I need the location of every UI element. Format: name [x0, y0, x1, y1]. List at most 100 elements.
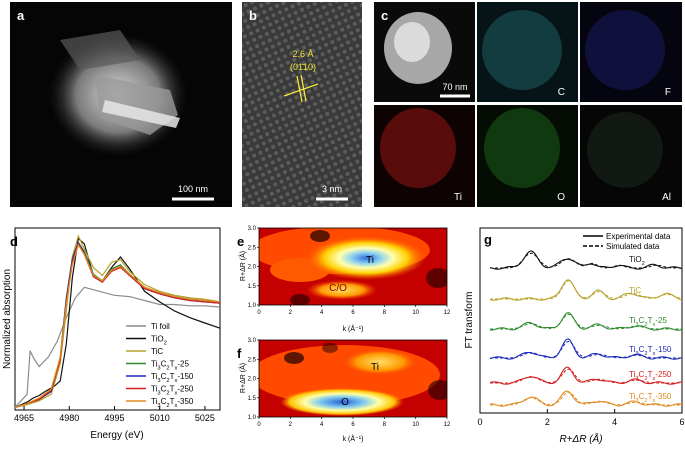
lattice-spacing-label: 2.6 Å [292, 49, 313, 59]
legend-label: Ti3C2Tx-350 [151, 397, 194, 409]
y-tick-label: 1.0 [248, 303, 257, 309]
hrtem-image-b [242, 2, 362, 207]
simulated-line [490, 340, 682, 359]
y-tick-label: 1.0 [248, 415, 257, 421]
legend-label: Ti3C2Tx-25 [151, 360, 189, 372]
y-tick-label: 2.0 [248, 377, 257, 383]
experimental-line [489, 366, 683, 385]
x-tick-label: 8 [383, 310, 387, 316]
x-axis-label: Energy (eV) [90, 430, 143, 441]
x-tick-label: 8 [383, 422, 387, 428]
eds-label-o: O [557, 192, 565, 203]
curve-label: TiO2 [629, 255, 645, 267]
x-tick-label: 2 [289, 422, 293, 428]
x-tick-label: 10 [412, 422, 419, 428]
legend-label: Ti foil [151, 322, 170, 331]
plot-frame [479, 227, 683, 414]
maximum-label-ti: Ti [366, 255, 374, 266]
scale-bar-label: 70 nm [442, 82, 467, 92]
panel-a: a 100 nm [10, 2, 232, 207]
maximum-label-o: O [341, 397, 349, 408]
heatmap-min-spot [310, 230, 330, 242]
heatmap-min-spot [290, 294, 310, 305]
experimental-line [489, 279, 683, 301]
panel-letter-g: g [484, 232, 492, 247]
legend-label-simulated: Simulated data [606, 242, 660, 251]
x-tick-label: 4 [320, 422, 324, 428]
x-tick-label: 12 [444, 310, 451, 316]
x-tick-label: 6 [351, 422, 355, 428]
x-tick-label: 5025 [195, 413, 215, 423]
x-tick-label: 2 [289, 310, 293, 316]
heatmap-min-spot [426, 268, 447, 288]
eds-label-al: Al [662, 192, 671, 203]
maximum-label-ti: Ti [371, 362, 379, 373]
eds-label-f: F [665, 87, 671, 98]
series-line [14, 237, 221, 408]
flake-edge-shape [102, 100, 180, 128]
heatmap-min-spot [322, 343, 338, 353]
x-tick-label: 6 [679, 417, 684, 427]
x-tick-label: 0 [257, 422, 261, 428]
x-tick-label: 4 [612, 417, 617, 427]
legend-label: Ti3C2Tx-250 [151, 385, 194, 397]
legend-label-experimental: Experimental data [606, 232, 671, 241]
simulated-line [490, 313, 682, 330]
panel-letter-c: c [381, 8, 388, 23]
lattice-marker-line [296, 75, 303, 103]
panel-b: b 2.6 Å (01̄10) 3 nm [242, 2, 362, 207]
heatmap-contour [306, 280, 378, 300]
simulated-line [490, 252, 682, 269]
panel-e-chart: e Ti C/O R+ΔR (Å) k (Å⁻¹) 0 2 4 6 8 10 12 1.0 1.… [237, 226, 451, 333]
eds-label-ti: Ti [454, 192, 462, 203]
y-tick-label: 2.5 [248, 245, 257, 251]
eds-signal-shape [482, 10, 562, 90]
x-tick-label: 4 [320, 310, 324, 316]
curve-label: Ti3C2Tx-25 [629, 316, 667, 328]
panel-f-chart: f Ti O R+ΔR (Å) k (Å⁻¹) 0 2 4 6 8 10 12 1.0 1.5 2… [237, 338, 451, 443]
eds-label-c: C [558, 87, 565, 98]
x-tick-label: 4980 [59, 413, 79, 423]
x-tick-label: 6 [351, 310, 355, 316]
heatmap-contour [340, 348, 420, 376]
x-tick-label: 4995 [104, 413, 124, 423]
y-tick-label: 3.0 [248, 338, 257, 344]
panel-letter-d: d [10, 234, 18, 249]
series-line [14, 243, 221, 408]
x-tick-label: 12 [444, 422, 451, 428]
series-line [14, 286, 221, 408]
experimental-line [490, 312, 683, 331]
heatmap-f [259, 340, 447, 417]
x-tick-label: 10 [412, 310, 419, 316]
x-tick-label: 0 [477, 417, 482, 427]
maximum-label-co: C/O [329, 283, 347, 294]
x-axis-label: R+ΔR (Å) [559, 432, 602, 445]
y-axis-label: Normalized absorption [2, 269, 13, 369]
experimental-line [489, 250, 683, 270]
legend-label: Ti3C2Tx-150 [151, 372, 194, 384]
eds-signal-shape [484, 108, 560, 188]
x-tick-label: 2 [545, 417, 550, 427]
panel-letter-f: f [237, 346, 242, 361]
curve-label: Ti3C2Tx-150 [629, 345, 672, 357]
series-line [14, 242, 221, 408]
heatmap-maximum [280, 388, 404, 416]
particle-highlight-shape [394, 22, 430, 62]
panel-letter-b: b [249, 8, 257, 23]
y-axis-label: R+ΔR (Å) [238, 251, 247, 281]
x-axis-label: k (Å⁻¹) [343, 434, 364, 443]
x-axis-label: k (Å⁻¹) [343, 324, 364, 333]
lattice-plane-label: (01̄10) [290, 62, 316, 72]
y-tick-label: 3.0 [248, 226, 257, 232]
eds-signal-shape [380, 108, 456, 188]
panel-letter-a: a [17, 8, 25, 23]
plot-frame [14, 227, 221, 411]
panel-g-chart: g FT transform R+ΔR (Å) Experimental dat… [464, 227, 685, 445]
flake-shape [60, 30, 140, 70]
heatmap-min-spot [428, 380, 447, 400]
simulated-line [490, 280, 683, 300]
simulated-line [490, 368, 682, 384]
panel-c: c 70 nm C F Ti O Al [374, 2, 682, 207]
heatmap-maximum [306, 236, 426, 280]
